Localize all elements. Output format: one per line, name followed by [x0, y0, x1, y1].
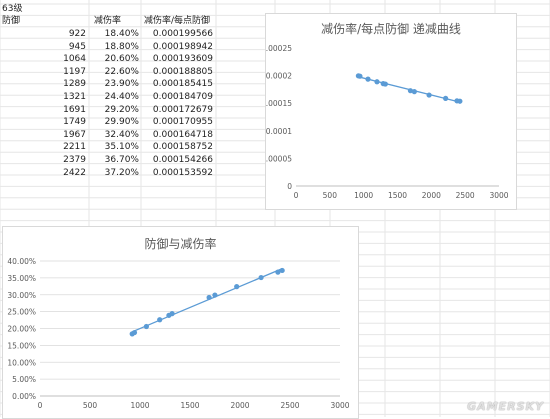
- defense-reduction-plot: 0.00% 5.00% 10.00% 15.00% 20.00% 25.00% 30.00%…: [7, 257, 349, 410]
- table-cell[interactable]: 0.000172679: [152, 104, 213, 115]
- table-cell[interactable]: 37.20%: [104, 167, 139, 178]
- table-cell[interactable]: 29.20%: [104, 104, 139, 115]
- y-tick-label: 0.0002: [266, 72, 292, 81]
- data-point[interactable]: [279, 267, 285, 274]
- column-header: 减伤率: [94, 16, 122, 26]
- table-cell[interactable]: 24.40%: [104, 92, 139, 102]
- defense-reduction-chart[interactable]: 防御与减伤率 0.00% 5.00% 10.00% 15.00% 20.00% 25.00…: [2, 226, 359, 419]
- column-header: 防御: [2, 16, 21, 26]
- data-point[interactable]: [212, 292, 218, 298]
- table-cell[interactable]: 0.000154266: [152, 155, 213, 165]
- table-cell[interactable]: 1064: [63, 54, 86, 65]
- table-cell[interactable]: 1691: [63, 104, 86, 115]
- x-tick-label: 500: [323, 191, 338, 200]
- data-point[interactable]: [407, 88, 414, 94]
- table-cell[interactable]: 0.000193609: [152, 54, 213, 65]
- table-cell[interactable]: 0.000158752: [152, 142, 213, 153]
- y-tick-label: 25.00%: [7, 308, 36, 317]
- table-cell[interactable]: 2211: [63, 142, 86, 153]
- table-cell[interactable]: 0.000188805: [152, 66, 213, 77]
- table-cell[interactable]: 22.60%: [104, 66, 139, 77]
- x-tick-label: 1000: [130, 401, 149, 410]
- data-point[interactable]: [234, 284, 240, 290]
- table-cell[interactable]: 35.10%: [104, 142, 139, 153]
- y-tick-label: 0: [287, 182, 292, 191]
- data-point[interactable]: [131, 329, 138, 336]
- table-cell[interactable]: 0.000170955: [152, 117, 213, 128]
- y-tick-label: 5.00%: [12, 375, 36, 384]
- data-point[interactable]: [374, 79, 380, 85]
- x-tick-label: 2500: [280, 401, 299, 410]
- table-cell[interactable]: 0.000199566: [152, 29, 213, 39]
- data-point[interactable]: [365, 76, 371, 82]
- y-tick-label: 15.00%: [7, 341, 36, 350]
- table-cell[interactable]: 29.90%: [104, 117, 139, 128]
- decay-curve-chart[interactable]: 减伤率/每点防御 递减曲线 0 0.00005 0.0001 0.00015 0.000…: [265, 13, 517, 210]
- data-point[interactable]: [443, 95, 449, 101]
- x-tick-label: 0: [38, 401, 43, 410]
- table-cell[interactable]: 0.000185415: [152, 79, 213, 90]
- table-cell[interactable]: 1749: [63, 117, 86, 128]
- x-tick-label: 2000: [422, 191, 441, 200]
- table-cell[interactable]: 2422: [63, 167, 86, 178]
- x-tick-label: 2500: [456, 191, 475, 200]
- x-tick-label: 2000: [230, 401, 249, 410]
- y-tick-label: 40.00%: [7, 257, 36, 266]
- chart-title: 减伤率/每点防御 递减曲线: [321, 22, 461, 36]
- table-cell[interactable]: 20.60%: [104, 54, 139, 65]
- table-cell[interactable]: 18.40%: [104, 29, 139, 39]
- x-tick-label: 1000: [354, 191, 373, 200]
- x-tick-label: 1500: [388, 191, 407, 200]
- data-point[interactable]: [157, 317, 163, 323]
- data-point[interactable]: [169, 311, 175, 317]
- y-tick-label: 35.00%: [7, 274, 36, 283]
- table-cell[interactable]: 1967: [63, 129, 86, 140]
- data-point[interactable]: [426, 92, 432, 98]
- trendline: [131, 268, 283, 333]
- table-cell[interactable]: 0.000198942: [152, 41, 213, 52]
- x-tick-label: 3000: [489, 191, 508, 200]
- y-tick-label: 20.00%: [7, 325, 36, 334]
- data-point[interactable]: [382, 81, 388, 87]
- table-cell[interactable]: 1197: [63, 66, 86, 77]
- table-cell[interactable]: 1321: [63, 92, 86, 102]
- y-tick-label: 0.00%: [12, 392, 36, 401]
- decay-curve-plot: 0 0.00005 0.0001 0.00015 0.0002 0.00025 0 500 10…: [266, 44, 509, 200]
- data-point[interactable]: [411, 89, 417, 95]
- chart-title: 防御与减伤率: [144, 237, 217, 251]
- data-point[interactable]: [457, 98, 463, 104]
- data-point[interactable]: [275, 269, 281, 275]
- y-tick-label: 0.00025: [266, 44, 292, 53]
- x-tick-label: 3000: [330, 401, 349, 410]
- y-tick-label: 0.00015: [266, 99, 292, 108]
- table-cell[interactable]: 23.90%: [104, 79, 139, 90]
- y-tick-label: 30.00%: [7, 291, 36, 300]
- watermark: GAMERSKY: [467, 400, 544, 413]
- x-tick-label: 1500: [180, 401, 199, 410]
- x-tick-label: 500: [83, 401, 98, 410]
- data-point[interactable]: [206, 294, 212, 301]
- table-cell[interactable]: 922: [68, 29, 86, 39]
- table-cell[interactable]: 1289: [63, 79, 86, 90]
- table-cell[interactable]: 2379: [63, 155, 86, 165]
- data-point[interactable]: [143, 323, 149, 330]
- table-cell[interactable]: 18.80%: [104, 41, 139, 52]
- table-cell[interactable]: 945: [68, 41, 86, 52]
- level-label: 63级: [2, 4, 23, 14]
- y-tick-label: 0.00005: [266, 154, 292, 163]
- x-tick-label: 0: [294, 191, 299, 200]
- y-tick-label: 0.0001: [266, 127, 292, 136]
- y-tick-label: 10.00%: [7, 358, 36, 367]
- table-cell[interactable]: 0.000164718: [152, 129, 213, 140]
- table-cell[interactable]: 32.40%: [104, 129, 139, 140]
- table-cell[interactable]: 0.000184709: [152, 92, 213, 102]
- table-cell[interactable]: 36.70%: [104, 155, 139, 165]
- column-header: 减伤率/每点防御: [144, 16, 211, 26]
- table-cell[interactable]: 0.000153592: [152, 167, 213, 178]
- data-point[interactable]: [357, 73, 363, 79]
- data-point[interactable]: [258, 274, 264, 281]
